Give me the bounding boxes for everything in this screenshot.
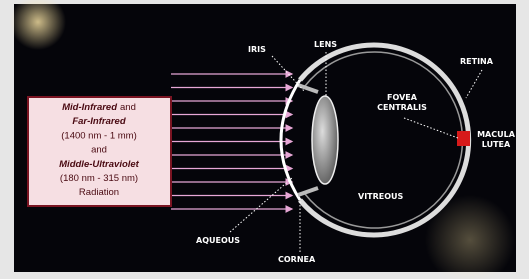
radiation-text-part: and: [91, 145, 107, 156]
radiation-text-part: and: [120, 102, 136, 113]
radiation-text-part: Far-Infrared: [72, 116, 126, 127]
label-retina: RETINA: [460, 57, 494, 66]
label-macula: MACULA: [477, 130, 516, 139]
label-fovea: FOVEA: [387, 93, 418, 102]
radiation-text-part: Radiation: [79, 187, 119, 198]
radiation-text-part: Mid-Infrared: [62, 102, 117, 113]
label-iris: IRIS: [248, 45, 266, 54]
radiation-text-part: (1400 nm - 1 mm): [61, 130, 137, 141]
radiation-line: (1400 nm - 1 mm): [61, 130, 137, 141]
label-fovea: CENTRALIS: [377, 103, 427, 112]
label-cornea: CORNEA: [278, 255, 316, 264]
radiation-line: and: [91, 145, 107, 156]
radiation-line: Radiation: [79, 187, 119, 198]
macula-mark: [457, 131, 470, 146]
radiation-text-part: (180 nm - 315 nm): [60, 173, 138, 184]
label-aqueous: AQUEOUS: [196, 236, 240, 245]
diagram: IRIS LENS RETINA FOVEA CENTRALIS MACULA …: [0, 0, 529, 279]
radiation-line: (180 nm - 315 nm): [60, 173, 138, 184]
radiation-line: Far-Infrared: [72, 116, 126, 127]
label-vitreous: VITREOUS: [358, 192, 404, 201]
radiation-line: Middle-Ultraviolet: [59, 159, 140, 170]
label-lens: LENS: [314, 40, 337, 49]
page: IRIS LENS RETINA FOVEA CENTRALIS MACULA …: [0, 0, 529, 279]
radiation-text-part: Middle-Ultraviolet: [59, 159, 140, 170]
label-macula: LUTEA: [482, 140, 511, 149]
